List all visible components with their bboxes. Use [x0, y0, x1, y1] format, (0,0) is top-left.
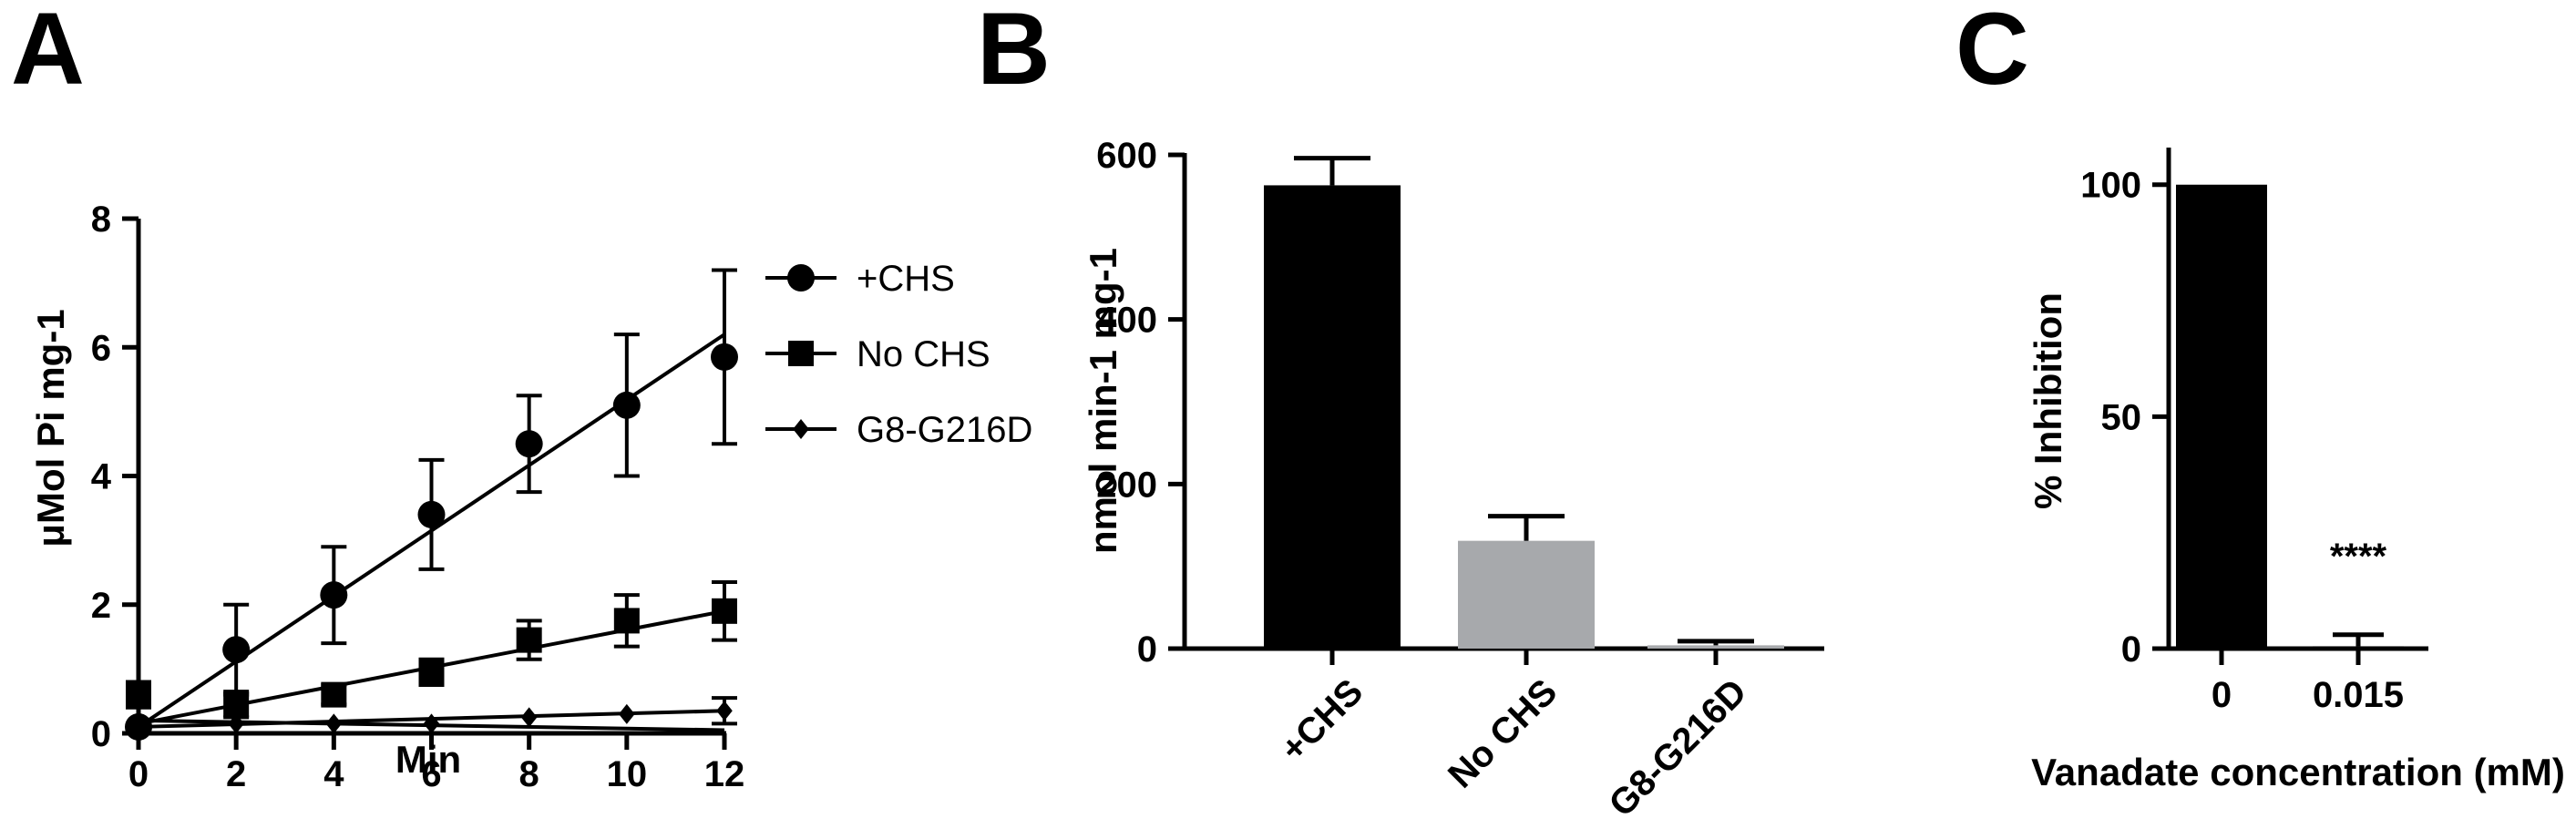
- panel-a-point: [612, 391, 641, 419]
- panel-c-x-tick-label: 0.015: [2313, 675, 2404, 715]
- panel-a-point: [712, 598, 737, 624]
- panel-a-point: [126, 681, 151, 708]
- panel-a-point: [222, 636, 251, 664]
- panel-a-point: [320, 581, 348, 609]
- panel-a-legend: +CHS No CHS G8-G216D: [765, 259, 1032, 450]
- panel-a-x-tick-label: 8: [519, 754, 539, 794]
- panel-a-y-tick-label: 8: [91, 200, 111, 240]
- panel-b-y-tick-label: 0: [1137, 629, 1157, 670]
- panel-a-legend-marker: [788, 341, 814, 366]
- panel-a-line-chart: 0 2 4 6 8 0 2 4 6 8 10 12 Min μMol Pi mg-1 +CHS No C…: [29, 200, 1032, 794]
- panel-a-y-tick-label: 6: [91, 328, 111, 368]
- panel-a-x-tick-label: 0: [128, 754, 149, 794]
- panel-c-y-axis-title: % Inhibition: [2027, 292, 2069, 509]
- panel-a-point: [321, 681, 347, 708]
- panel-c-x-axis-title: Vanadate concentration (mM): [2031, 751, 2565, 793]
- panel-a-x-tick-label: 10: [607, 754, 648, 794]
- panel-a-x-axis-title: Min: [395, 738, 461, 781]
- panel-a-x-tick-label: 2: [226, 754, 246, 794]
- panel-b-x-tick-label: +CHS: [1273, 671, 1370, 769]
- panel-a-y-tick-label: 0: [91, 714, 111, 754]
- panel-b-bar: [1264, 185, 1401, 649]
- panel-a-legend-marker: [793, 419, 809, 439]
- panel-a-point: [716, 701, 733, 721]
- panel-a-tick-labels: 0 2 4 6 8 0 2 4 6 8 10 12: [91, 200, 745, 794]
- panel-a-data-points: [125, 343, 738, 741]
- panel-a-error-bars: [126, 268, 737, 726]
- panel-b-x-tick-label: G8-G216D: [1601, 671, 1754, 824]
- panel-a-point: [516, 627, 542, 653]
- panel-a-point: [228, 713, 244, 734]
- panel-b-bar: [1458, 540, 1595, 649]
- panel-c-y-tick-label: 100: [2080, 166, 2141, 206]
- panel-c-significance-annotation: ****: [2330, 537, 2387, 577]
- panel-b-bar: [1647, 645, 1784, 649]
- panel-a-legend-marker: [787, 264, 815, 292]
- panel-c-y-tick-label: 0: [2121, 629, 2141, 670]
- panel-a-x-tick-label: 4: [323, 754, 344, 794]
- panel-b-bar-chart: 0 200 400 600 +CHS No CHS G8-G216D nmol min-1 …: [1082, 136, 1824, 824]
- panel-a-point: [423, 713, 440, 734]
- panel-b-y-tick-label: 200: [1096, 465, 1157, 505]
- panel-a-point: [223, 691, 250, 718]
- panel-a-point: [417, 500, 446, 528]
- panel-a-x-tick-label: 6: [421, 754, 441, 794]
- panel-a-point: [325, 713, 343, 734]
- panel-a-point: [520, 707, 538, 728]
- panel-a-legend-label: G8-G216D: [857, 410, 1032, 450]
- panel-letter-a: A: [11, 0, 85, 106]
- panel-a-point: [418, 659, 445, 685]
- panel-a-point: [613, 608, 640, 634]
- panel-b-y-tick-label: 400: [1096, 301, 1157, 341]
- panel-b-bars: [1264, 156, 1784, 649]
- panel-c-tick-labels: 0 50 100 0 0.015: [2080, 166, 2404, 715]
- panel-b-tick-labels: 0 200 400 600 +CHS No CHS G8-G216D: [1096, 136, 1754, 824]
- panel-a-legend-label: +CHS: [857, 259, 955, 299]
- panel-c-bar: [2313, 646, 2404, 649]
- panel-letter-b: B: [977, 0, 1051, 106]
- panel-a-axes: [122, 216, 727, 750]
- panel-c-bar: [2176, 184, 2267, 650]
- panel-a-point: [515, 430, 543, 458]
- panel-c-bar-chart: 0 50 100 0 0.015 % Inhibition Vanadate conce…: [2027, 148, 2565, 793]
- panel-a-point: [711, 343, 738, 371]
- panel-c-x-tick-label: 0: [2212, 675, 2232, 715]
- panel-c-bars: [2176, 184, 2404, 650]
- panel-a-y-tick-label: 4: [91, 457, 112, 497]
- panel-a-x-tick-label: 12: [704, 754, 745, 794]
- panel-b-y-tick-label: 600: [1096, 136, 1157, 176]
- panel-a-point: [619, 703, 635, 724]
- panel-b-y-axis-title: nmol min-1 mg-1: [1082, 248, 1124, 554]
- panel-a-legend-label: No CHS: [857, 334, 990, 374]
- panel-a-y-tick-label: 2: [91, 586, 111, 626]
- panel-b-x-tick-label: No CHS: [1441, 671, 1565, 795]
- panel-c-y-tick-label: 50: [2101, 397, 2142, 437]
- panel-letter-c: C: [1955, 0, 2029, 106]
- panel-a-point: [130, 716, 147, 737]
- panel-a-y-axis-title: μMol Pi mg-1: [29, 309, 72, 547]
